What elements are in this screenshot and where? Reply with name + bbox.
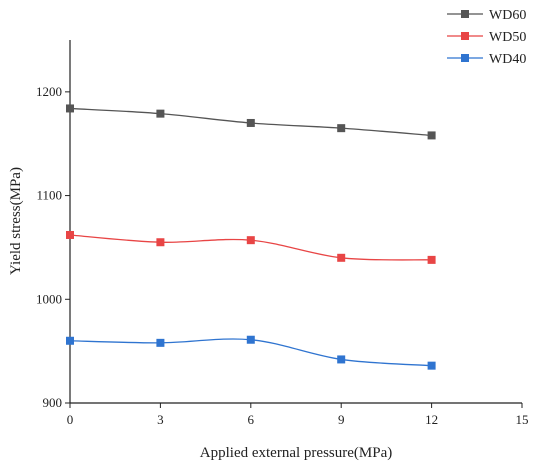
series-layer (66, 104, 436, 370)
legend-item-wd50: WD50 (447, 30, 526, 45)
legend-item-wd60: WD60 (447, 8, 526, 23)
y-axis-label: Yield stress(MPa) (8, 167, 24, 275)
series-wd60 (66, 104, 436, 140)
data-point-wd60 (337, 124, 346, 133)
legend-marker (461, 32, 469, 40)
x-tick-label: 9 (338, 412, 345, 427)
data-point-wd50 (337, 253, 346, 262)
data-point-wd40 (246, 335, 255, 344)
series-wd40 (66, 335, 436, 370)
x-tick-label: 0 (67, 412, 74, 427)
data-point-wd40 (156, 338, 165, 347)
legend: WD60 WD50 WD40 (447, 8, 526, 67)
data-point-wd50 (246, 236, 255, 245)
y-tick-label: 900 (43, 395, 63, 410)
y-tick-label: 1100 (36, 188, 62, 203)
legend-label: WD60 (489, 8, 526, 23)
x-tick-label: 3 (157, 412, 164, 427)
series-wd50 (66, 230, 436, 264)
legend-marker (461, 10, 469, 18)
x-tick-label: 12 (425, 412, 438, 427)
data-point-wd40 (66, 336, 74, 345)
data-point-wd60 (156, 109, 165, 118)
legend-item-wd40: WD40 (447, 52, 526, 67)
data-point-wd40 (337, 355, 346, 364)
ticks: 0 3 6 9 12 15 900 1000 1100 1200 (36, 84, 529, 427)
data-point-wd60 (66, 104, 74, 113)
x-axis-label: Applied external pressure(MPa) (200, 445, 392, 461)
x-tick-label: 15 (516, 412, 529, 427)
legend-label: WD40 (489, 52, 526, 67)
data-point-wd50 (66, 230, 74, 239)
data-point-wd40 (427, 361, 436, 370)
legend-label: WD50 (489, 30, 526, 45)
data-point-wd50 (156, 238, 165, 247)
x-tick-label: 6 (248, 412, 255, 427)
y-tick-label: 1200 (36, 84, 62, 99)
legend-marker (461, 54, 469, 62)
data-point-wd60 (427, 131, 436, 140)
y-tick-label: 1000 (36, 291, 62, 306)
data-point-wd60 (246, 118, 255, 127)
data-point-wd50 (427, 255, 436, 264)
